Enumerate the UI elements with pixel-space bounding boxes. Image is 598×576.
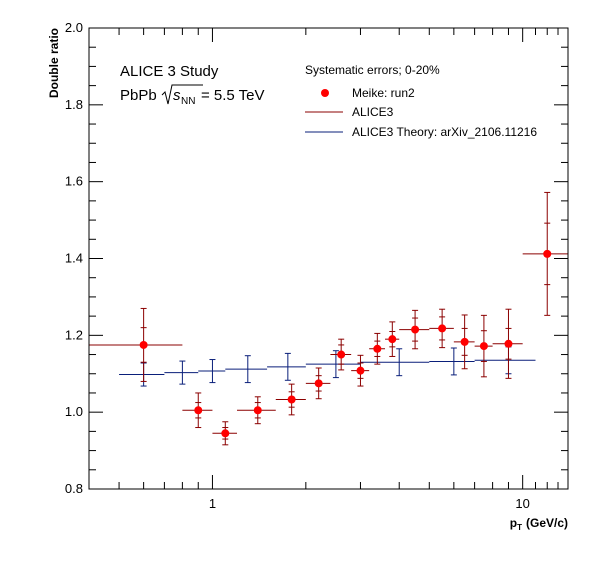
run2-marker (253, 406, 262, 415)
run2-point (429, 308, 454, 349)
run2-marker (438, 324, 447, 333)
legend: Systematic errors; 0-20% Meike: run2 ALI… (305, 63, 537, 139)
energy-label: = 5.5 TeV (201, 87, 265, 104)
run2-point (182, 392, 213, 429)
legend-entry-alice3: ALICE3 (305, 105, 394, 119)
theory-point (119, 362, 165, 387)
run2-marker (356, 366, 365, 375)
legend-marker-run2 (321, 89, 329, 97)
run2-marker (460, 337, 469, 346)
x-tick-label: 1 (209, 496, 216, 511)
run2-point (212, 421, 238, 446)
axes: 0.8 1.0 1.2 1.4 1.6 1.8 2.0 1 10 (65, 20, 569, 511)
y-tick-label: 0.8 (65, 481, 83, 496)
run2-marker (221, 429, 230, 438)
run2-marker (543, 249, 552, 258)
run2-point (522, 191, 568, 316)
theory-point (225, 355, 268, 384)
theory-point (360, 348, 430, 377)
sqrt-s: s (173, 87, 181, 104)
theory-point (429, 347, 475, 376)
y-axis-title: Double ratio (47, 28, 61, 98)
y-tick-label: 2.0 (65, 20, 83, 35)
y-tick-label: 1.8 (65, 97, 83, 112)
system-prefix: PbPb (120, 87, 157, 104)
run2-point (330, 338, 352, 371)
run2-point (305, 367, 331, 400)
run2-point (237, 396, 276, 425)
sqrt-symbol (161, 84, 203, 105)
x-axis-title: pT (GeV/c) (510, 516, 568, 532)
theory-point (305, 350, 361, 379)
run2-marker (194, 406, 203, 415)
run2-point (492, 308, 523, 379)
plot-frame (88, 27, 569, 490)
run2-point (385, 321, 400, 357)
run2-point (399, 309, 430, 350)
y-tick-label: 1.2 (65, 327, 83, 342)
run2-point (351, 354, 370, 387)
run2-marker (337, 350, 346, 359)
run2-marker (504, 339, 513, 348)
run2-point (474, 314, 493, 378)
legend-header: Systematic errors; 0-20% (305, 63, 440, 77)
sqrt-s-subscript: NN (181, 96, 195, 107)
run2-point (453, 314, 475, 370)
data-layer (89, 191, 568, 446)
x-axis-title-unit: (GeV/c) (526, 516, 568, 530)
run2-marker (314, 379, 323, 388)
theory-point (267, 352, 306, 381)
x-tick-label: 10 (515, 496, 529, 511)
run2-marker (373, 344, 382, 353)
run2-marker (388, 335, 397, 344)
study-label: ALICE 3 Study (120, 63, 219, 80)
x-axis-title-main: p (510, 516, 517, 530)
x-axis-title-sub: T (517, 523, 522, 532)
run2-marker (411, 325, 420, 334)
theory-point (198, 359, 226, 384)
system-label: PbPb s NN = 5.5 TeV (120, 84, 265, 107)
legend-entry-run2: Meike: run2 (321, 86, 415, 100)
run2-point (275, 383, 306, 416)
run2-point (369, 332, 386, 365)
y-tick-label: 1.4 (65, 251, 83, 266)
legend-label-run2: Meike: run2 (352, 86, 415, 100)
y-tick-label: 1.0 (65, 404, 83, 419)
legend-entry-theory: ALICE3 Theory: arXiv_2106.11216 (305, 125, 537, 139)
theory-point (164, 360, 199, 385)
y-tick-label: 1.6 (65, 174, 83, 189)
run2-point (89, 307, 183, 382)
run2-marker (287, 395, 296, 404)
run2-marker (139, 340, 148, 349)
legend-label-theory: ALICE3 Theory: arXiv_2106.11216 (352, 125, 537, 139)
legend-label-alice3: ALICE3 (352, 105, 394, 119)
run2-marker (479, 342, 488, 351)
